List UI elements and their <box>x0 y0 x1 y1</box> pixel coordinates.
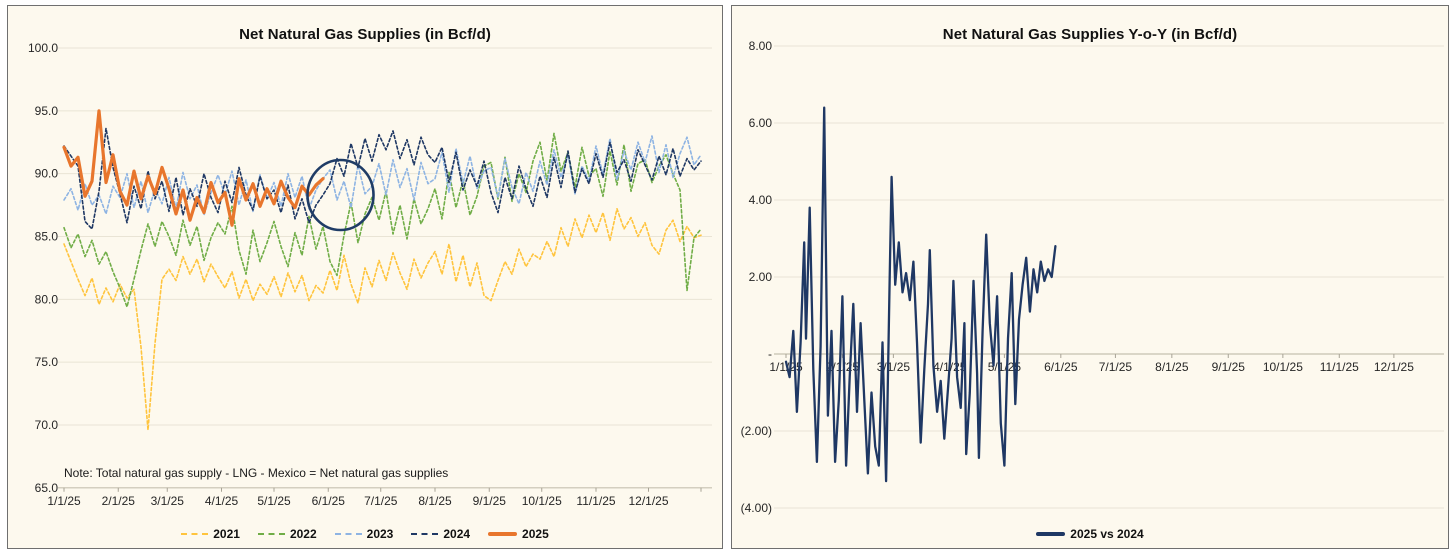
left-chart-note: Note: Total natural gas supply - LNG - M… <box>64 466 449 480</box>
left-chart-plot: 100.0 95.0 90.0 85.0 80.0 75.0 70.0 65.01/1/25 2… <box>28 41 712 508</box>
y-tick-label: - <box>768 347 772 361</box>
right-chart-panel: Net Natural Gas Supplies Y-o-Y (in Bcf/d… <box>731 5 1449 549</box>
y-tick-label: 85.0 <box>35 229 59 243</box>
x-tick-label: 3/1/25 <box>151 494 185 508</box>
legend-line-sample <box>334 533 362 535</box>
legend-line-sample <box>181 533 209 535</box>
legend-line-sample <box>488 532 518 536</box>
x-tick-label: 6/1/25 <box>1044 360 1078 374</box>
legend-item-2023: 2023 <box>334 527 394 541</box>
y-tick-label: 100.0 <box>28 41 58 55</box>
x-tick-label: 3/1/25 <box>877 360 911 374</box>
y-tick-label: 75.0 <box>35 355 59 369</box>
legend-label: 2025 vs 2024 <box>1070 527 1144 541</box>
legend-item-2024: 2024 <box>411 527 470 541</box>
legend-label: 2022 <box>289 527 317 541</box>
legend-item-2025-vs-2024: 2025 vs 2024 <box>1036 527 1144 541</box>
x-tick-label: 11/1/25 <box>576 494 615 508</box>
legend-label: 2021 <box>213 527 240 541</box>
legend-item-2025: 2025 <box>488 527 549 541</box>
series-line-2025 <box>62 109 325 227</box>
x-tick-label: 5/1/25 <box>988 360 1022 374</box>
x-tick-label: 2/1/25 <box>102 494 136 508</box>
y-tick-label: 8.00 <box>749 39 773 53</box>
y-tick-label: 80.0 <box>35 292 59 306</box>
right-chart-title: Net Natural Gas Supplies Y-o-Y (in Bcf/d… <box>942 26 1238 44</box>
y-tick-label: 70.0 <box>35 418 59 432</box>
legend-line-sample <box>1036 532 1066 536</box>
y-tick-label: (2.00) <box>741 424 772 438</box>
left-chart-title: Net Natural Gas Supplies (in Bcf/d) <box>239 26 491 44</box>
y-tick-label: 6.00 <box>749 116 773 130</box>
y-tick-label: 95.0 <box>35 104 59 118</box>
legend-item-2021: 2021 <box>181 527 240 541</box>
y-tick-label: 90.0 <box>35 167 59 181</box>
x-tick-label: 7/1/25 <box>1099 360 1133 374</box>
y-tick-label: 65.0 <box>35 481 59 495</box>
left-chart-panel: Net Natural Gas Supplies (in Bcf/d) 100.… <box>7 5 723 549</box>
x-tick-label: 12/1/25 <box>628 494 668 508</box>
x-tick-label: 7/1/25 <box>364 494 398 508</box>
x-tick-label: 6/1/25 <box>312 494 346 508</box>
series-line-2024 <box>63 127 702 230</box>
legend-item-2022: 2022 <box>257 527 317 541</box>
legend-line-sample <box>411 533 439 535</box>
x-tick-label: 5/1/25 <box>257 494 291 508</box>
x-tick-label: 8/1/25 <box>418 494 452 508</box>
y-tick-label: 4.00 <box>749 193 773 207</box>
series-line-2021 <box>63 208 702 431</box>
x-tick-label: 11/1/25 <box>1320 360 1359 374</box>
legend-label: 2023 <box>366 527 394 541</box>
x-tick-label: 10/1/25 <box>522 494 562 508</box>
x-tick-label: 4/1/25 <box>205 494 239 508</box>
series-line-2022 <box>63 132 702 308</box>
legend-line-sample <box>257 533 285 535</box>
series-line-2023 <box>63 135 702 216</box>
right-chart-plot: 8.006.004.002.00-(2.00)(4.00)1/1/25 2/1/2… <box>741 39 1444 515</box>
left-chart-legend: 2021 2022 2023 2024 2025 <box>8 527 722 541</box>
right-chart-legend: 2025 vs 2024 <box>732 527 1448 541</box>
x-tick-label: 1/1/25 <box>47 494 81 508</box>
legend-label: 2025 <box>522 527 549 541</box>
x-tick-label: 9/1/25 <box>1212 360 1246 374</box>
x-tick-label: 12/1/25 <box>1374 360 1414 374</box>
y-tick-label: 2.00 <box>749 270 773 284</box>
highlight-ellipse-annotation <box>306 158 375 232</box>
series-line-2025-vs-2024 <box>784 106 1057 483</box>
x-tick-label: 8/1/25 <box>1155 360 1189 374</box>
y-tick-label: (4.00) <box>741 501 772 515</box>
x-tick-label: 9/1/25 <box>473 494 507 508</box>
legend-label: 2024 <box>443 527 471 541</box>
x-tick-label: 10/1/25 <box>1263 360 1303 374</box>
